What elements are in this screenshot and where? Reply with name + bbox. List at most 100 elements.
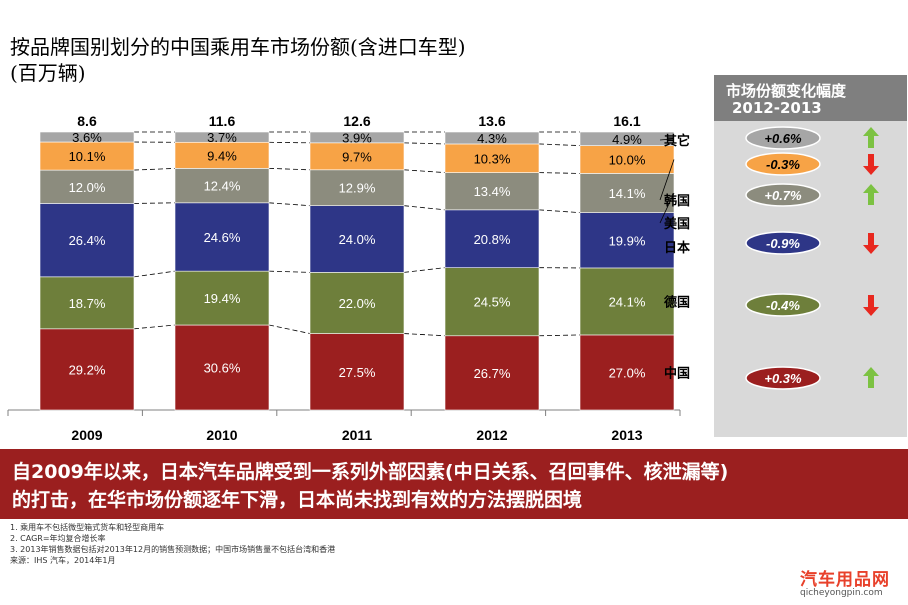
series-leader-line [659,138,675,141]
change-value: +0.3% [764,371,802,386]
segment-connector-line [268,202,311,207]
series-leader-line [659,192,675,224]
bar-segment [579,173,675,213]
x-tick-label: 2013 [611,427,642,443]
x-tick-label: 2012 [476,427,507,443]
series-label: 中国 [664,365,690,381]
bar-segment [444,172,540,211]
bar-value-label: 26.7% [474,366,511,381]
segment-connector-line [538,172,581,174]
bar-segment [579,145,675,174]
bar-value-label: 9.4% [207,148,237,163]
change-badge [745,183,821,207]
bar-total-label: 11.6 [209,113,236,129]
footnotes: 1. 乘用车不包括微型箱式货车和轻型商用车 2. CAGR=年均复合增长率 3.… [10,522,335,566]
bar-value-label: 12.0% [69,180,106,195]
chart-title: 按品牌国别划分的中国乘用车市场份额(含进口车型) (百万辆) [10,34,466,86]
bar-value-label: 12.9% [339,181,376,196]
watermark-name: 汽车用品网 [800,570,890,590]
bar-segment [309,131,405,144]
bar-segment [174,141,270,169]
segment-connector-line [403,142,446,145]
bar-segment [579,267,675,336]
segment-connector-line [403,267,446,273]
change-value: +0.7% [764,188,802,203]
bar-segment [39,203,135,278]
bar-value-label: 22.0% [339,296,376,311]
change-badge [745,231,821,255]
footnote: 1. 乘用车不包括微型箱式货车和轻型商用车 [10,523,165,532]
bar-value-label: 19.9% [609,233,646,248]
bar-value-label: 3.7% [207,130,237,145]
bar-total-label: 12.6 [343,113,370,129]
bar-segment [444,209,540,268]
bar-value-label: 19.4% [204,291,241,306]
banner-line1: 自2009年以来，日本汽车品牌受到一系列外部因素(中日关系、召回事件、核泄漏等) [12,461,729,483]
segment-connector-line [268,270,311,273]
bar-value-label: 20.8% [474,232,511,247]
chart-title-line2: (百万辆) [10,61,86,85]
bar-value-label: 27.0% [609,365,646,380]
bar-value-label: 24.0% [339,232,376,247]
arrow-up-icon [863,367,879,388]
change-badge [745,126,821,150]
arrow-up-icon [863,127,879,148]
bar-segment [309,169,405,206]
change-value: +0.6% [764,131,802,146]
series-label: 其它 [664,133,690,149]
series-label: 日本 [664,240,690,256]
bar-segment [579,334,675,411]
bar-value-label: 27.5% [339,365,376,380]
bar-value-label: 29.2% [69,362,106,377]
bar-segment [309,142,405,171]
bar-segment [579,212,675,269]
bar-segment [444,143,540,173]
change-value: -0.3% [766,157,800,172]
bar-segment [174,270,270,326]
series-leader-line [659,159,675,201]
bar-segment [174,131,270,143]
bar-value-label: 4.9% [612,132,642,147]
segment-connector-line [538,334,581,337]
bar-value-label: 26.4% [69,233,106,248]
series-label: 韩国 [664,193,690,209]
bar-segment [174,202,270,272]
arrow-down-icon [863,295,879,316]
bar-value-label: 24.6% [204,230,241,245]
bar-value-label: 10.0% [609,153,646,168]
bar-value-label: 9.7% [342,149,372,164]
chart-title-line1: 按品牌国别划分的中国乘用车市场份额(含进口车型) [10,35,466,59]
bar-segment [39,141,135,171]
bar-value-label: 4.3% [477,131,507,146]
change-value: -0.9% [766,236,800,251]
footnote: 3. 2013年销售数据包括对2013年12月的销售预测数据；中国市场销售量不包… [10,545,336,554]
bar-segment [309,205,405,273]
x-tick-label: 2009 [71,427,102,443]
bar-value-label: 3.9% [342,130,372,145]
arrow-down-icon [863,233,879,254]
bar-value-label: 10.3% [474,151,511,166]
bar-segment [39,276,135,330]
segment-connector-line [133,167,176,171]
change-badge [745,152,821,176]
bar-value-label: 24.1% [609,294,646,309]
bar-value-label: 14.1% [609,186,646,201]
segment-connector-line [538,143,581,147]
change-badge [745,366,821,390]
segment-connector-line [403,169,446,173]
bar-value-label: 13.4% [474,184,511,199]
bar-value-label: 12.4% [204,179,241,194]
bar-segment [444,131,540,145]
bar-segment [174,324,270,411]
bar-value-label: 10.1% [69,149,106,164]
bar-value-label: 30.6% [204,361,241,376]
segment-connector-line [538,209,581,214]
segment-connector-line [133,202,176,204]
stacked-bar-chart: 29.2% 18.7% 26.4% 12.0% 10.1% 3.6%8.6 2009 30.6… [7,113,879,443]
watermark-url: qicheyongpin.com [800,588,883,598]
bar-value-label: 3.6% [72,130,102,145]
x-tick-label: 2011 [342,427,373,443]
bar-segment [309,333,405,411]
segment-connector-line [403,205,446,211]
bar-segment [444,335,540,411]
